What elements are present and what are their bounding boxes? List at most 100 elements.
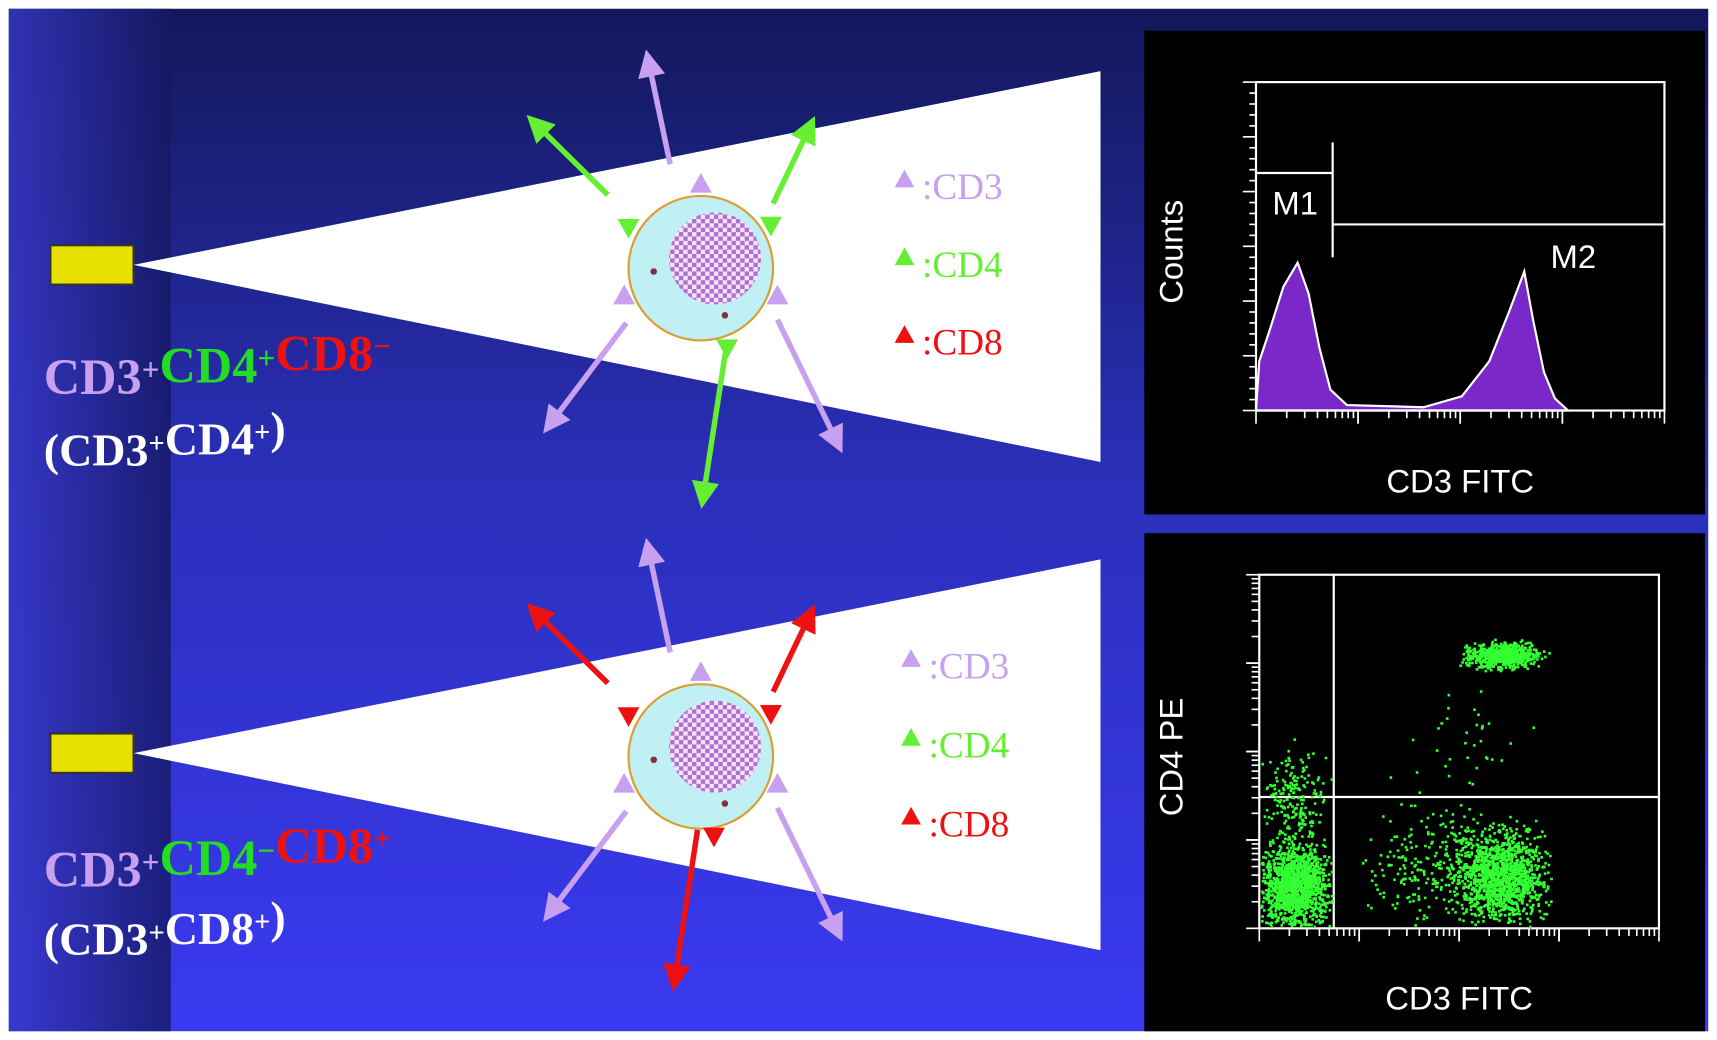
event [1500, 869, 1503, 872]
event [1465, 871, 1468, 874]
event [1296, 803, 1299, 806]
event [1315, 813, 1318, 816]
event [1267, 890, 1270, 893]
event [1292, 810, 1295, 813]
event [1499, 905, 1502, 908]
event [1321, 920, 1324, 923]
event [1271, 922, 1274, 925]
event [1289, 876, 1292, 879]
event [1477, 844, 1480, 847]
event [1269, 841, 1272, 844]
event [1320, 791, 1323, 794]
event [1515, 852, 1518, 855]
event [1292, 843, 1295, 846]
event [1285, 898, 1288, 901]
event [1481, 911, 1484, 914]
event [1397, 849, 1400, 852]
event [1450, 899, 1453, 902]
event [1458, 859, 1461, 862]
event [1448, 869, 1451, 872]
event [1302, 901, 1305, 904]
event [1270, 794, 1273, 797]
event [1279, 863, 1282, 866]
event [1480, 841, 1483, 844]
event [1276, 837, 1279, 840]
event [1308, 835, 1311, 838]
event [1266, 882, 1269, 885]
event [1310, 901, 1313, 904]
event [1306, 903, 1309, 906]
event [1324, 888, 1327, 891]
event [1497, 875, 1500, 878]
event [1417, 861, 1420, 864]
event [1445, 848, 1448, 851]
event [1492, 887, 1495, 890]
event [1467, 887, 1470, 890]
event [1494, 866, 1497, 869]
event [1397, 873, 1400, 876]
event [1299, 843, 1302, 846]
event [1499, 915, 1502, 918]
event [1309, 832, 1312, 835]
event [1476, 858, 1479, 861]
event [1542, 866, 1545, 869]
event [1527, 642, 1530, 645]
event [1538, 884, 1541, 887]
event [1537, 858, 1540, 861]
event [1483, 846, 1486, 849]
event [1298, 822, 1301, 825]
event [1463, 895, 1466, 898]
event [1529, 884, 1532, 887]
event [1383, 892, 1386, 895]
event [1470, 884, 1473, 887]
event [1498, 919, 1501, 922]
event [1268, 854, 1271, 857]
event [1451, 908, 1454, 911]
event [1509, 816, 1512, 819]
event [1280, 805, 1283, 808]
event [1312, 821, 1315, 824]
event [1309, 915, 1312, 918]
event [1314, 874, 1317, 877]
event [1521, 875, 1524, 878]
event [1498, 649, 1501, 652]
event [1406, 849, 1409, 852]
event [1305, 766, 1308, 769]
event [1500, 652, 1503, 655]
event [1489, 825, 1492, 828]
event [1532, 858, 1535, 861]
event [1380, 854, 1383, 857]
event [1486, 855, 1489, 858]
event [1281, 890, 1284, 893]
event [1521, 639, 1524, 642]
event [1479, 657, 1482, 660]
event [1461, 840, 1464, 843]
event [1474, 878, 1477, 881]
event [1508, 651, 1511, 654]
event [1287, 806, 1290, 809]
event [1297, 890, 1300, 893]
event [1515, 856, 1518, 859]
event [1481, 727, 1484, 730]
event [1505, 655, 1508, 658]
event [1488, 910, 1491, 913]
event [1527, 830, 1530, 833]
event [1279, 868, 1282, 871]
event [1466, 866, 1469, 869]
event [1308, 756, 1311, 759]
event [1544, 835, 1547, 838]
event [1441, 879, 1444, 882]
event [1516, 897, 1519, 900]
event [1323, 799, 1326, 802]
event [1299, 897, 1302, 900]
event [1279, 892, 1282, 895]
event [1312, 871, 1315, 874]
superscript: + [257, 340, 275, 375]
event [1472, 818, 1475, 821]
event [1446, 876, 1449, 879]
event [1519, 898, 1522, 901]
event [1288, 793, 1291, 796]
event [1326, 884, 1329, 887]
event [1297, 797, 1300, 800]
event [1454, 874, 1457, 877]
